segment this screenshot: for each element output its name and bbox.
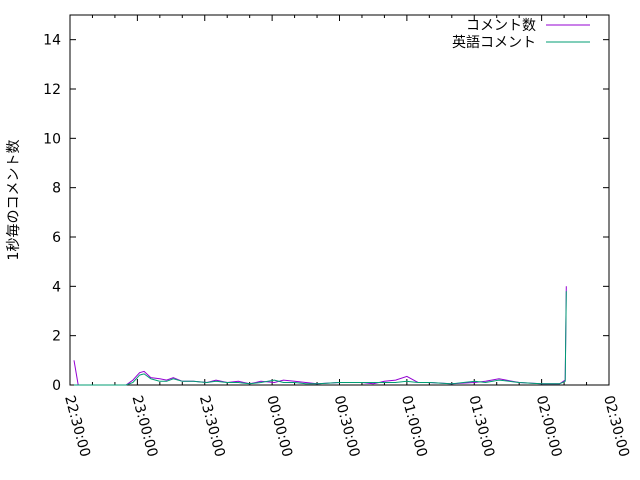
x-tick-label: 02:30:00 (600, 394, 632, 459)
y-tick-label: 2 (52, 329, 61, 345)
y-tick-label: 6 (52, 230, 61, 246)
x-tick-label: 02:00:00 (533, 394, 565, 459)
y-tick-label: 0 (52, 378, 61, 394)
y-tick-label: 14 (43, 33, 61, 49)
series-line-1 (74, 291, 567, 386)
y-tick-label: 4 (52, 279, 61, 295)
series-line-0 (73, 286, 567, 386)
x-tick-label: 01:00:00 (398, 394, 430, 459)
x-tick-label: 01:30:00 (465, 394, 497, 459)
x-tick-label: 22:30:00 (61, 394, 93, 459)
legend-label: コメント数 (466, 18, 536, 34)
legend-label: 英語コメント (452, 34, 536, 51)
y-tick-label: 12 (43, 82, 61, 98)
x-tick-label: 23:00:00 (129, 394, 161, 459)
y-tick-label: 8 (52, 181, 61, 197)
y-tick-label: 10 (43, 131, 61, 147)
x-tick-label: 23:30:00 (196, 394, 228, 459)
y-axis-label: 1秒毎のコメント数 (6, 140, 22, 261)
x-tick-label: 00:00:00 (263, 394, 295, 459)
x-tick-label: 00:30:00 (331, 394, 363, 459)
plot-frame (69, 14, 610, 386)
